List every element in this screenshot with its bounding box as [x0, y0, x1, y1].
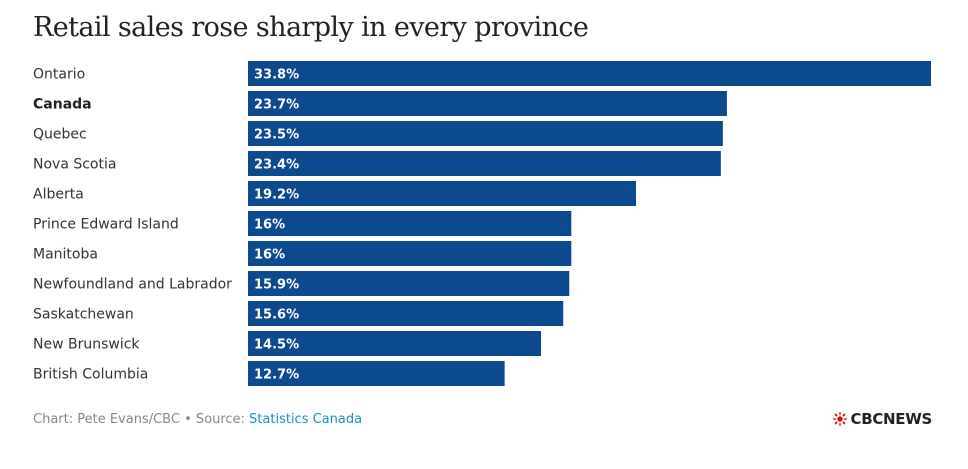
bar[interactable] — [248, 331, 542, 356]
category-label: Ontario — [33, 67, 85, 83]
cbc-news-logo[interactable]: CBCNEWS — [832, 410, 933, 428]
bar-value-label: 23.4% — [254, 158, 299, 173]
bar-value-label: 14.5% — [254, 338, 299, 353]
bar-value-label: 19.2% — [254, 188, 299, 203]
chart-footer: Chart: Pete Evans/CBC • Source: Statisti… — [33, 412, 362, 427]
bar[interactable] — [248, 61, 931, 86]
bar[interactable] — [248, 271, 570, 296]
cbc-gem-icon — [832, 411, 847, 427]
bar-value-label: 15.9% — [254, 278, 299, 293]
bar[interactable] — [248, 91, 727, 116]
bar[interactable] — [248, 121, 723, 146]
bar-value-label: 16% — [254, 218, 285, 233]
bar-value-label: 23.7% — [254, 98, 299, 113]
bar[interactable] — [248, 151, 721, 176]
category-label: Quebec — [33, 127, 87, 143]
category-label: Prince Edward Island — [33, 217, 179, 233]
bar-value-label: 23.5% — [254, 128, 299, 143]
logo-text: CBCNEWS — [850, 410, 933, 428]
bar-value-label: 16% — [254, 248, 285, 263]
category-label: British Columbia — [33, 367, 148, 383]
bar[interactable] — [248, 211, 572, 236]
category-label: Nova Scotia — [33, 157, 116, 173]
bar[interactable] — [248, 241, 572, 266]
category-label: Manitoba — [33, 247, 98, 263]
bar-value-label: 12.7% — [254, 368, 299, 383]
source-link[interactable]: Statistics Canada — [249, 412, 363, 427]
category-label: Alberta — [33, 187, 84, 203]
chart-title: Retail sales rose sharply in every provi… — [33, 12, 589, 43]
category-label: Newfoundland and Labrador — [33, 277, 232, 293]
chart-credit: Chart: Pete Evans/CBC • Source: — [33, 412, 250, 427]
bar-value-label: 15.6% — [254, 308, 299, 323]
category-label: Saskatchewan — [33, 307, 134, 323]
bar-value-label: 33.8% — [254, 68, 299, 83]
category-label: Canada — [33, 97, 92, 113]
bar[interactable] — [248, 361, 505, 386]
bar[interactable] — [248, 181, 636, 206]
category-label: New Brunswick — [33, 337, 140, 353]
bar-chart: Ontario 33.8% Canada 23.7% Quebec 23.5% Nova S… — [33, 61, 931, 386]
bar[interactable] — [248, 301, 564, 326]
